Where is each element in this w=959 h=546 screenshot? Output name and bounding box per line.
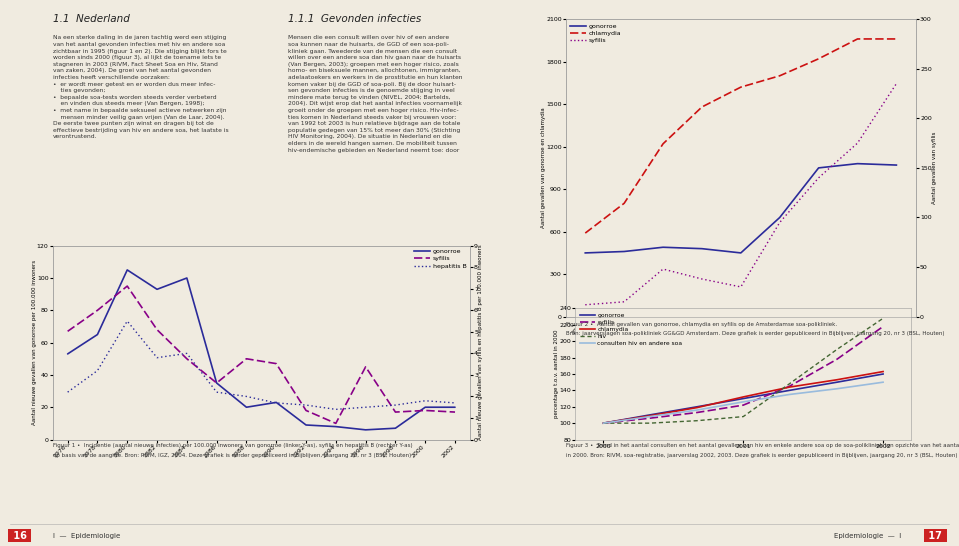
Legend: gonorroe, syfilis, chlamydia, hiv, consulten hiv en andere soa: gonorroe, syfilis, chlamydia, hiv, consu… [578, 311, 684, 347]
Text: Bron: jaarverslagen soa-polikliniek GG&GD Amsterdam. Deze grafiek is eerder gepu: Bron: jaarverslagen soa-polikliniek GG&G… [566, 331, 945, 336]
Text: 17: 17 [925, 531, 946, 541]
Text: Figuur 1 •  Incidentie (aantal nieuwe infecties) per 100.000 inwoners van gonorr: Figuur 1 • Incidentie (aantal nieuwe inf… [53, 443, 412, 448]
Y-axis label: Aantal gevallen van syfilis: Aantal gevallen van syfilis [932, 132, 937, 204]
Text: in 2000. Bron: RIVM, soa-registratie, jaarverslag 2002, 2003. Deze grafiek is ee: in 2000. Bron: RIVM, soa-registratie, ja… [566, 453, 957, 458]
Legend: gonorroe, chlamydia, syfilis: gonorroe, chlamydia, syfilis [569, 22, 622, 45]
Legend: gonorroe, syfilis, hepatitis B: gonorroe, syfilis, hepatitis B [414, 249, 467, 269]
Text: 16: 16 [10, 531, 30, 541]
Text: Mensen die een consult willen over hiv of een andere
soa kunnen naar de huisarts: Mensen die een consult willen over hiv o… [288, 35, 462, 153]
Text: Figuur 2 •  Aantal gevallen van gonorroe, chlamydia en syfilis op de Amsterdamse: Figuur 2 • Aantal gevallen van gonorroe,… [566, 322, 837, 327]
Text: I  —  Epidemiologie: I — Epidemiologie [53, 533, 120, 539]
Text: Epidemiologie  —  I: Epidemiologie — I [834, 533, 901, 539]
Y-axis label: percentage t.o.v. aantal in 2000: percentage t.o.v. aantal in 2000 [554, 330, 559, 418]
Text: op basis van de aangifte. Bron: RIVM, IGZ, 2004. Deze grafiek is eerder gepublic: op basis van de aangifte. Bron: RIVM, IG… [53, 453, 411, 458]
Text: 1.1.1  Gevonden infecties: 1.1.1 Gevonden infecties [288, 14, 421, 23]
Text: Figuur 3 •  Trend in het aantal consulten en het aantal gevallen van hiv en enke: Figuur 3 • Trend in het aantal consulten… [566, 443, 959, 448]
Text: Na een sterke daling in de jaren tachtig werd een stijging
van het aantal gevond: Na een sterke daling in de jaren tachtig… [53, 35, 228, 139]
Y-axis label: Aantal nieuwe gevallen van syfilis en hepatitis B per 100.000 inwoners: Aantal nieuwe gevallen van syfilis en he… [479, 245, 483, 441]
Y-axis label: Aantal gevallen van gonorroe en chlamydia: Aantal gevallen van gonorroe en chlamydi… [541, 108, 546, 228]
Y-axis label: Aantal nieuwe gevallen van gonorroe per 100.000 inwoners: Aantal nieuwe gevallen van gonorroe per … [32, 260, 36, 425]
Text: 1.1  Nederland: 1.1 Nederland [53, 14, 129, 23]
